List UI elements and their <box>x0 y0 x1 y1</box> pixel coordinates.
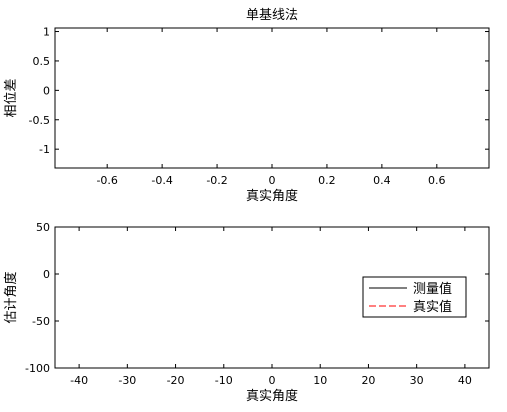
x-tick-label: 0 <box>269 374 276 387</box>
x-tick-label: -40 <box>70 374 88 387</box>
y-tick-label: 0 <box>43 84 50 97</box>
x-tick-label: -0.6 <box>96 174 117 187</box>
y-axis-label: 相位差 <box>4 78 19 117</box>
x-tick-label: -0.4 <box>151 174 172 187</box>
chart-title: 单基线法 <box>246 8 298 23</box>
x-tick-label: -10 <box>215 374 233 387</box>
y-tick-label: 1 <box>43 26 50 39</box>
y-tick-label: 50 <box>36 221 50 234</box>
x-axis-label: 真实角度 <box>246 188 298 204</box>
axes-frame <box>54 27 490 169</box>
x-tick-label: 40 <box>458 374 472 387</box>
x-tick-label: -20 <box>167 374 185 387</box>
x-tick-label: 0.6 <box>428 174 446 187</box>
y-tick-label: -0.5 <box>29 114 50 127</box>
y-axis-label: 估计角度 <box>3 271 19 323</box>
x-tick-label: 0.2 <box>318 174 336 187</box>
x-tick-label: 30 <box>410 374 424 387</box>
x-tick-label: 10 <box>313 374 327 387</box>
x-tick-label: -0.2 <box>206 174 227 187</box>
legend-label-1: 测量值 <box>413 281 452 297</box>
chart-2: -40 -30 -20 -10 0 10 20 30 40-100-50050真实角度估计角度测… <box>3 221 490 404</box>
chart-1: -0.6 -0.4 -0.2 0 0.2 0.4 0.6 -1 -0.5 0 0.5 1 单基线法真实角… <box>4 8 490 204</box>
x-tick-label: 0.4 <box>373 174 391 187</box>
x-axis-label: 真实角度 <box>246 388 298 404</box>
x-tick-label: 20 <box>361 374 375 387</box>
x-tick-label: 0 <box>269 174 276 187</box>
legend-label-2: 真实值 <box>413 299 452 315</box>
y-tick-label: -1 <box>39 143 50 156</box>
y-tick-label: -50 <box>32 315 50 328</box>
y-tick-label: 0 <box>43 268 50 281</box>
y-tick-label: -100 <box>25 362 50 375</box>
legend-box <box>362 276 467 318</box>
y-tick-label: 0.5 <box>33 55 51 68</box>
x-tick-label: -30 <box>118 374 136 387</box>
